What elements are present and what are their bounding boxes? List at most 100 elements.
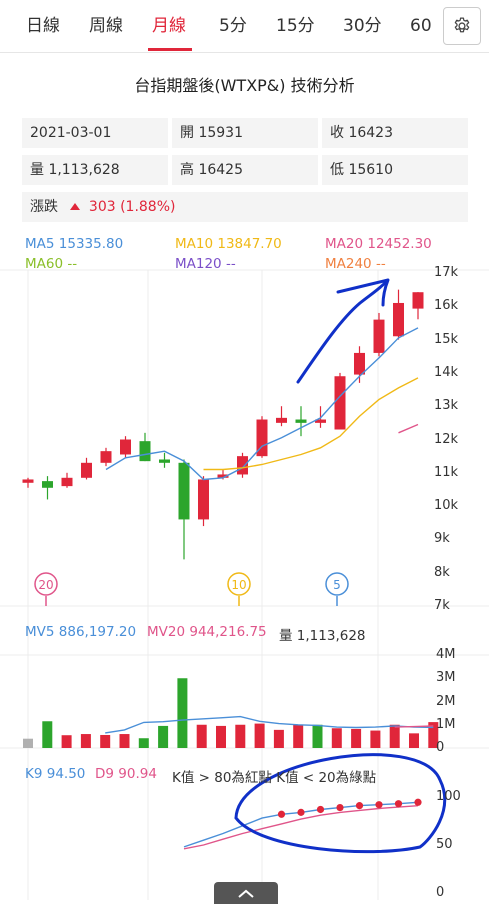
volume-axis-label: 0 — [436, 740, 445, 755]
close-label: 收 — [330, 125, 344, 141]
volume-bar — [23, 738, 33, 748]
tab-monthly[interactable]: 月線 — [152, 16, 186, 36]
price-axis-label: 16k — [434, 298, 459, 314]
kd-axis-label: 0 — [436, 885, 445, 900]
close-value: 16423 — [348, 125, 393, 141]
k-overbought-dot — [394, 800, 403, 808]
price-axis-label: 13k — [434, 398, 459, 414]
price-axis-label: 17k — [434, 265, 459, 280]
change-label: 漲跌 — [30, 199, 58, 215]
open-label: 開 — [180, 125, 194, 141]
price-axis-label: 8k — [434, 564, 450, 580]
volume-axis-label: 4M — [436, 647, 456, 662]
candle-body — [22, 479, 34, 483]
marker-label: 10 — [231, 578, 246, 592]
price-axis-label: 9k — [434, 531, 450, 547]
volume-bar — [235, 724, 246, 748]
change-value: 303 (1.88%) — [88, 199, 176, 215]
kd-axis-label: 50 — [436, 837, 453, 852]
candle-body — [139, 441, 151, 462]
high-label: 高 — [180, 162, 194, 178]
tab-weekly[interactable]: 周線 — [89, 16, 123, 36]
ma20-line — [398, 423, 419, 434]
marker-label: 5 — [333, 578, 341, 592]
collapse-button[interactable] — [214, 882, 278, 904]
price-axis-label: 10k — [434, 498, 459, 514]
k-overbought-dot — [336, 803, 344, 812]
candlestick-series — [22, 289, 424, 560]
kd-axis-label: 100 — [436, 789, 461, 804]
low-cell: 低 15610 — [322, 155, 468, 185]
ma120-legend: MA120 -- — [175, 256, 236, 272]
d-legend: D9 90.94 — [95, 766, 157, 782]
volume-bar — [389, 724, 400, 748]
open-value: 15931 — [198, 125, 243, 141]
candle-body — [178, 462, 190, 520]
low-value: 15610 — [348, 162, 393, 178]
ma10-line — [203, 377, 419, 471]
marker-circle — [227, 572, 251, 596]
high-cell: 高 16425 — [172, 155, 318, 185]
chart-grid — [0, 269, 489, 900]
volume-bar — [293, 724, 304, 748]
candle-body — [120, 439, 131, 455]
volume-label: 量 — [30, 162, 44, 178]
annotation-circle — [234, 753, 447, 854]
ma10-legend: MA10 13847.70 — [175, 236, 282, 252]
volume-bar — [196, 724, 207, 748]
date-value: 2021-03-01 — [30, 125, 112, 141]
volume-bar — [370, 730, 381, 748]
chevron-up-icon — [238, 889, 254, 898]
k-overbought-dot — [316, 805, 325, 814]
mv5-line — [105, 715, 434, 734]
candle-body — [334, 376, 346, 430]
annotation-arrow-head — [336, 278, 390, 307]
marker-label: 20 — [38, 578, 53, 592]
ma240-legend: MA240 -- — [325, 256, 386, 272]
tab-60min[interactable]: 60 — [410, 16, 432, 36]
price-axis-label: 12k — [434, 431, 459, 447]
candle-body — [315, 419, 326, 423]
tab-30min[interactable]: 30分 — [343, 16, 382, 36]
candle-body — [198, 479, 209, 520]
candle-body — [276, 417, 287, 423]
volume-bar — [61, 735, 72, 748]
ma60-legend: MA60 -- — [25, 256, 78, 272]
candle-body — [159, 459, 170, 463]
up-triangle-icon — [70, 203, 81, 210]
volume-bar — [100, 734, 111, 748]
settings-button[interactable] — [443, 7, 481, 45]
tab-daily[interactable]: 日線 — [26, 16, 60, 36]
hand-drawn-annotations — [234, 278, 447, 854]
page-title: 台指期盤後(WTXP&) 技術分析 — [134, 76, 355, 95]
volume-bar — [273, 729, 284, 748]
candle-body — [42, 481, 53, 488]
volume-bar — [428, 722, 439, 748]
tab-15min[interactable]: 15分 — [276, 16, 315, 36]
volume-bar — [409, 733, 419, 748]
volume-bar — [351, 728, 362, 748]
volume-legend: 量 1,113,628 — [279, 628, 366, 644]
price-axis-label: 7k — [434, 598, 450, 613]
k-overbought-dot — [355, 802, 364, 810]
candle-body — [393, 302, 404, 337]
tab-5min[interactable]: 5分 — [219, 16, 247, 36]
mv5-legend: MV5 886,197.20 — [25, 624, 137, 640]
kd-note: K值 > 80為紅點 K值 < 20為綠點 — [172, 770, 377, 786]
date-cell: 2021-03-01 — [22, 118, 168, 148]
price-axis-label: 11k — [434, 464, 459, 480]
k-overbought-dot — [277, 810, 286, 818]
marker-circle — [34, 572, 58, 596]
volume-bar — [80, 734, 91, 748]
volume-bar — [138, 738, 149, 748]
price-axis-label: 15k — [434, 331, 459, 347]
candle-body — [100, 451, 112, 463]
volume-bar — [158, 725, 169, 748]
open-cell: 開 15931 — [172, 118, 318, 148]
volume-value: 1,113,628 — [48, 162, 120, 178]
volume-bar — [254, 723, 265, 748]
high-value: 16425 — [198, 162, 243, 178]
volume-bar — [331, 728, 342, 748]
volume-axis-label: 3M — [436, 670, 456, 686]
